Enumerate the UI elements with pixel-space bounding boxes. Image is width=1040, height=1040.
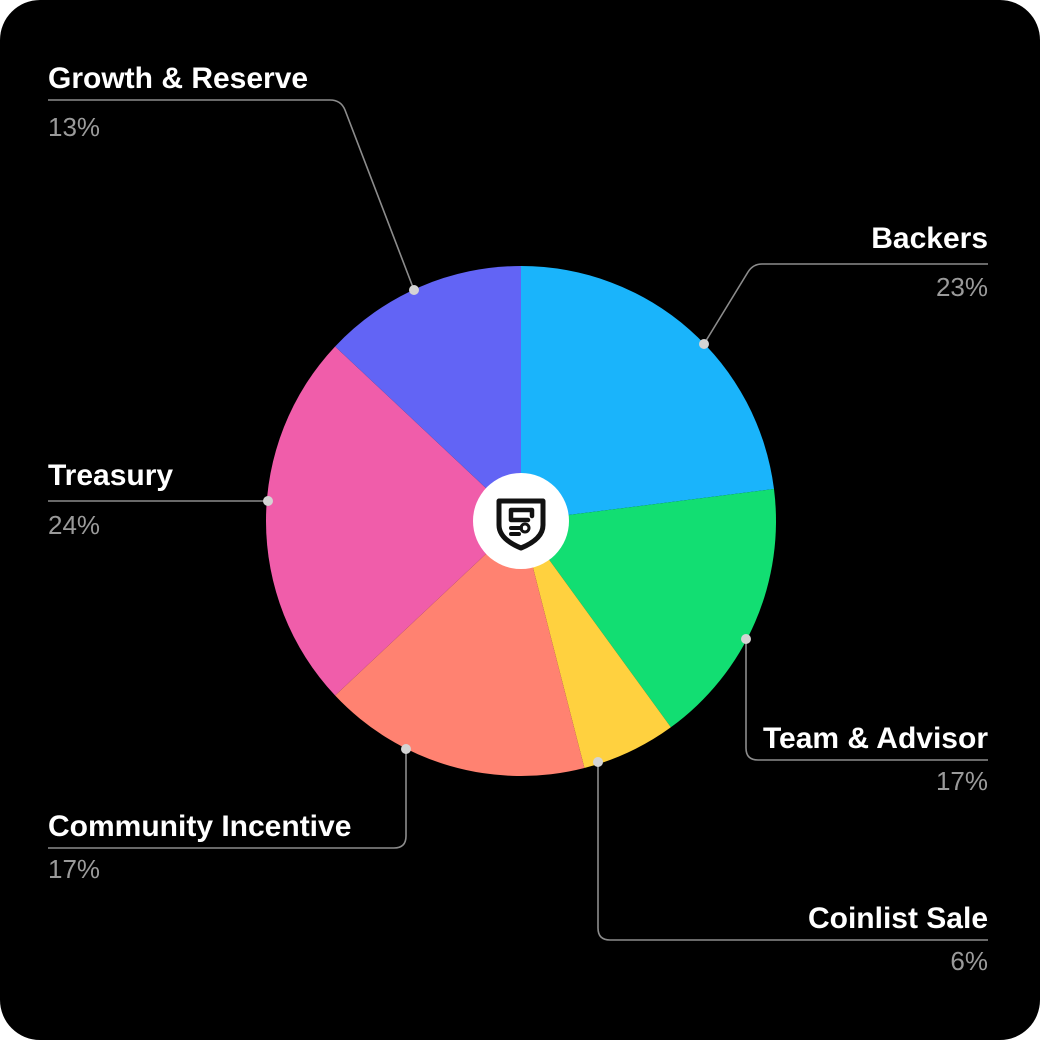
pie-slice-coinlist-sale <box>521 521 671 768</box>
leader-dot-team-advisor <box>741 634 751 644</box>
slice-label-coinlist-sale: Coinlist Sale <box>808 902 988 935</box>
label-treasury: Treasury 24% <box>48 459 173 540</box>
slice-value-team-advisor: 17% <box>936 766 988 796</box>
leader-dot-growth-reserve <box>409 285 419 295</box>
pie-slice-backers <box>521 266 774 521</box>
leader-dot-backers <box>699 339 709 349</box>
slice-value-backers: 23% <box>936 272 988 302</box>
leader-line-team-advisor <box>745 639 988 761</box>
slice-value-treasury: 24% <box>48 510 100 540</box>
pie-slice-growth-reserve <box>335 266 521 521</box>
label-community-incentive: Community Incentive 17% <box>48 810 351 884</box>
slice-label-team-advisor: Team & Advisor <box>763 722 988 755</box>
center-badge <box>473 473 569 569</box>
slice-label-community-incentive: Community Incentive <box>48 810 351 843</box>
leader-line-coinlist-sale <box>597 762 988 941</box>
leader-line-community-incentive <box>48 749 407 849</box>
label-team-advisor: Team & Advisor 17% <box>763 722 988 796</box>
pie-slice-team-advisor <box>521 489 777 728</box>
leader-line-growth-reserve <box>48 99 415 291</box>
leader-lines <box>48 99 988 941</box>
slice-value-community-incentive: 17% <box>48 854 100 884</box>
leader-dot-community-incentive <box>401 744 411 754</box>
pie-slice-treasury <box>265 346 521 696</box>
label-growth-reserve: Growth & Reserve 13% <box>48 62 308 142</box>
logo-icon <box>496 498 546 551</box>
label-backers: Backers 23% <box>871 222 988 302</box>
slice-label-treasury: Treasury <box>48 459 173 492</box>
pie-slice-community-incentive <box>335 521 585 777</box>
label-coinlist-sale: Coinlist Sale 6% <box>808 902 988 976</box>
leader-dot-treasury <box>263 496 273 506</box>
slice-value-growth-reserve: 13% <box>48 112 100 142</box>
slice-label-growth-reserve: Growth & Reserve <box>48 62 308 95</box>
slice-label-backers: Backers <box>871 222 988 255</box>
slice-value-coinlist-sale: 6% <box>950 946 988 976</box>
pie-slices <box>265 266 777 777</box>
leader-dot-coinlist-sale <box>593 757 603 767</box>
leader-line-backers <box>703 263 988 345</box>
